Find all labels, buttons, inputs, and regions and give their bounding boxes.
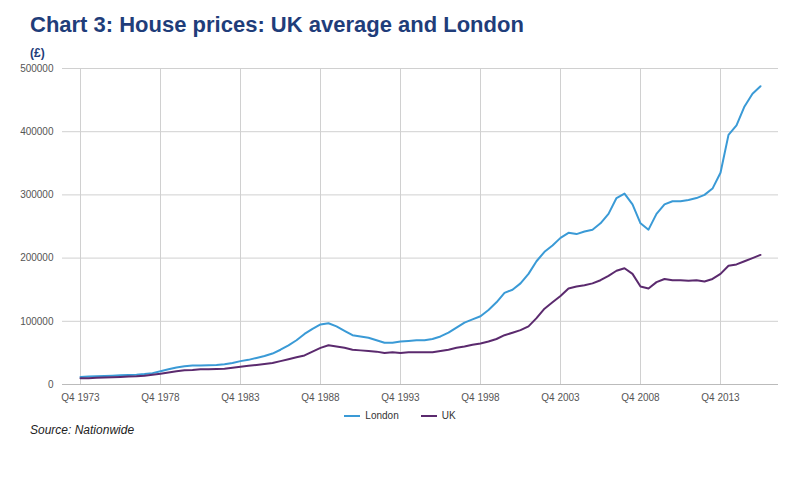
svg-text:Q4 1973: Q4 1973: [61, 392, 100, 403]
svg-text:500000: 500000: [20, 63, 54, 74]
svg-text:Q4 2013: Q4 2013: [701, 392, 740, 403]
svg-text:Q4 2008: Q4 2008: [621, 392, 660, 403]
svg-text:100000: 100000: [20, 316, 54, 327]
html-text:London: London: [365, 410, 399, 421]
svg-text:0: 0: [48, 379, 54, 390]
svg-text:Q4 1993: Q4 1993: [381, 392, 420, 403]
svg-text:200000: 200000: [20, 252, 54, 263]
html-text:UK: UK: [441, 410, 456, 421]
html-text:Source: Nationwide: Source: Nationwide: [30, 423, 135, 437]
svg-text:Q4 1983: Q4 1983: [221, 392, 260, 403]
svg-text:Q4 1988: Q4 1988: [301, 392, 340, 403]
svg-text:400000: 400000: [20, 126, 54, 137]
svg-text:300000: 300000: [20, 189, 54, 200]
svg-text:Q4 2003: Q4 2003: [541, 392, 580, 403]
svg-text:Q4 1978: Q4 1978: [141, 392, 180, 403]
svg-text:Q4 1998: Q4 1998: [461, 392, 500, 403]
html-text:Chart 3: House prices: UK aver: Chart 3: House prices: UK average and Lo…: [30, 12, 524, 37]
